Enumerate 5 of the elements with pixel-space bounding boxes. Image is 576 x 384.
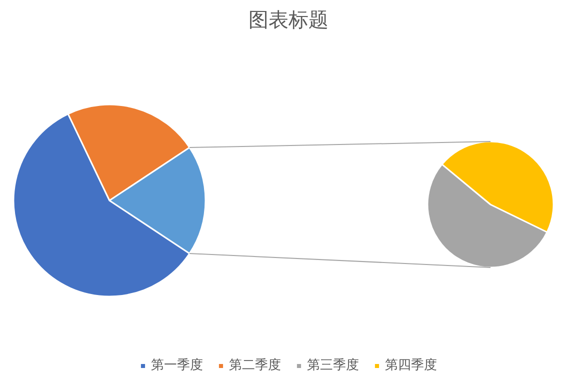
legend-label: 第三季度 (307, 357, 359, 374)
legend-label: 第一季度 (151, 357, 203, 374)
legend-label: 第四季度 (385, 357, 437, 374)
legend-label: 第二季度 (229, 357, 281, 374)
chart-title: 图表标题 (248, 8, 328, 32)
